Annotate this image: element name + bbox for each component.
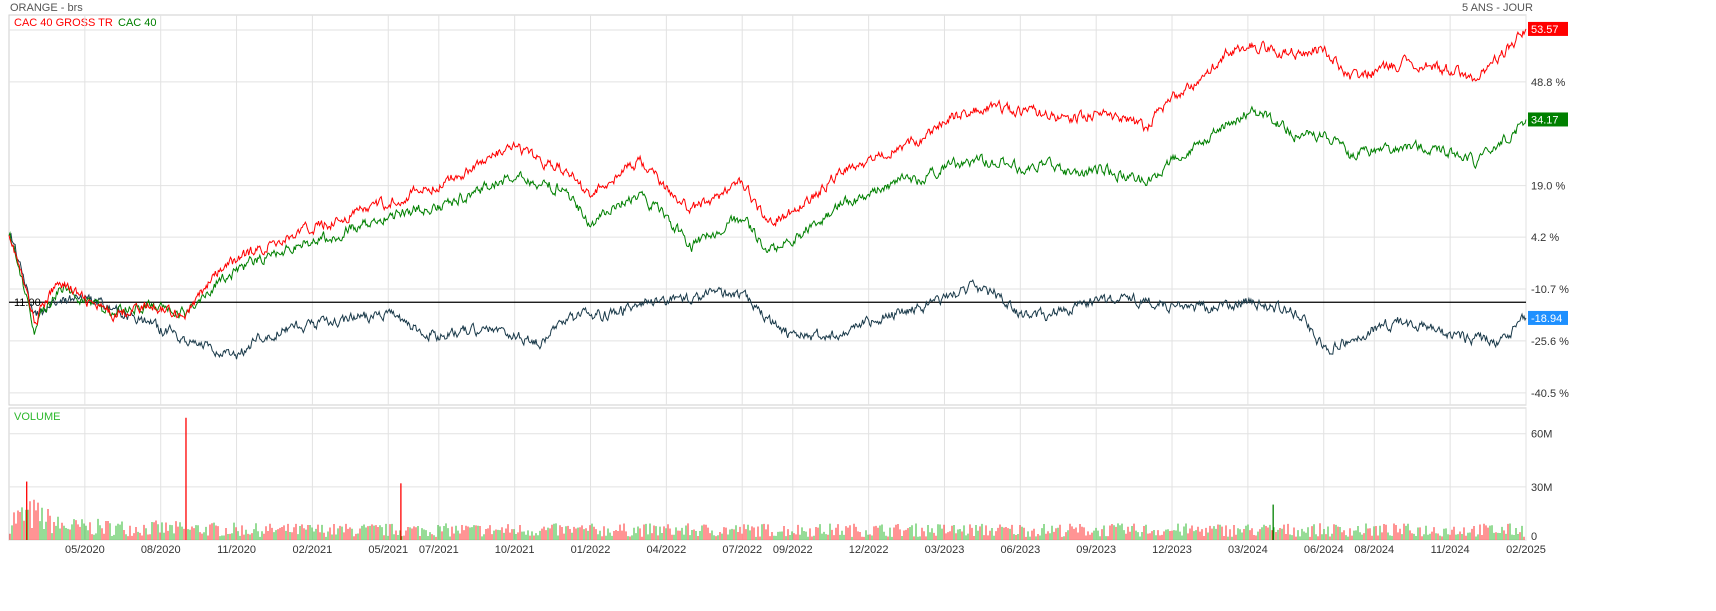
grid: [8, 14, 1527, 541]
period-label: 5 ANS - JOUR: [1462, 2, 1533, 14]
series-line-1: [8, 105, 1527, 335]
x-tick-label: 03/2023: [925, 544, 965, 556]
x-tick-label: 10/2021: [495, 544, 535, 556]
y-tick-label: 4.2 %: [1531, 232, 1559, 244]
x-tick-label: 06/2024: [1304, 544, 1344, 556]
x-tick-label: 01/2022: [571, 544, 611, 556]
x-tick-label: 09/2023: [1076, 544, 1116, 556]
value-flag-box: [1528, 21, 1568, 36]
x-tick-label: 05/2021: [368, 544, 408, 556]
x-tick-label: 04/2022: [646, 544, 686, 556]
volume-bars: [9, 417, 1525, 540]
x-tick-label: 12/2022: [849, 544, 889, 556]
x-tick-label: 02/2025: [1506, 544, 1546, 556]
value-flag-label: 53.57: [1531, 24, 1559, 36]
x-tick-label: 09/2022: [773, 544, 813, 556]
volume-tick-label: 30M: [1531, 482, 1552, 494]
axes: 05/2020 08/2020 11/2020 02/2021 05/2021 07/20…: [65, 25, 1569, 556]
value-flag-box: [1528, 310, 1568, 325]
instrument-title: ORANGE - brs: [10, 2, 83, 14]
volume-tick-label: 0: [1531, 531, 1537, 543]
value-flag-box: [1528, 112, 1568, 127]
y-tick-label: -10.7 %: [1531, 284, 1569, 296]
x-tick-label: 05/2020: [65, 544, 105, 556]
x-tick-label: 03/2024: [1228, 544, 1268, 556]
series-line-2: [8, 232, 1527, 360]
x-tick-label: 02/2021: [293, 544, 333, 556]
baseline-value-label: 11.00: [14, 297, 41, 309]
value-flags: 53.57 34.17 -18.94: [1528, 21, 1568, 325]
x-tick-label: 12/2023: [1152, 544, 1192, 556]
x-tick-label: 07/2022: [722, 544, 762, 556]
volume-tick-label: 60M: [1531, 429, 1552, 441]
y-tick-label: 48.8 %: [1531, 77, 1565, 89]
x-tick-label: 08/2020: [141, 544, 181, 556]
x-tick-label: 07/2021: [419, 544, 459, 556]
series-line-0: [8, 28, 1527, 326]
value-flag-label: 34.17: [1531, 114, 1559, 126]
y-tick-label: -25.6 %: [1531, 336, 1569, 348]
legend-cac40-gross-tr: CAC 40 GROSS TR: [14, 17, 113, 29]
x-tick-label: 06/2023: [1000, 544, 1040, 556]
volume-title: VOLUME: [14, 411, 61, 423]
value-flag-label: -18.94: [1531, 313, 1562, 325]
x-tick-label: 08/2024: [1354, 544, 1394, 556]
y-tick-label: -40.5 %: [1531, 388, 1569, 400]
x-tick-label: 11/2020: [217, 544, 256, 556]
x-tick-label: 11/2024: [1431, 544, 1470, 556]
series-lines: [8, 28, 1527, 360]
y-tick-label: 19.0 %: [1531, 181, 1565, 193]
legend-cac40: CAC 40: [118, 17, 157, 29]
